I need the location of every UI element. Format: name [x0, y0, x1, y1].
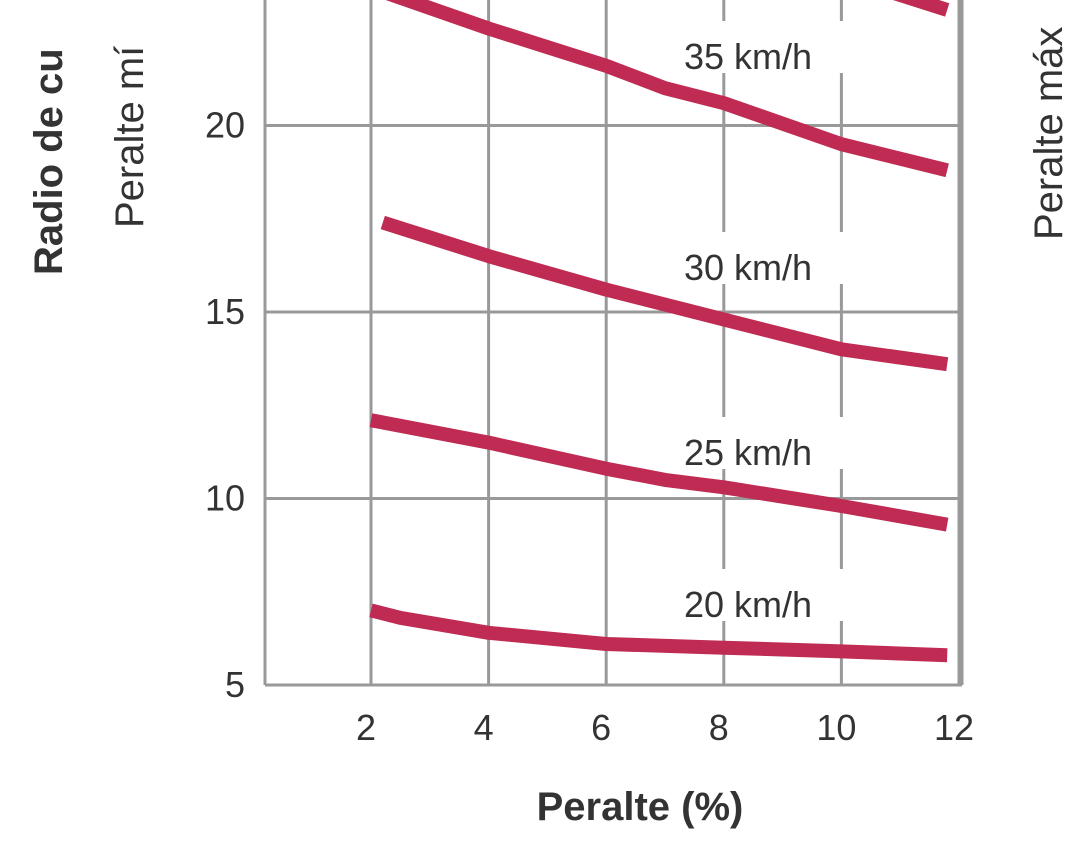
series-line-25-km-h [369, 413, 949, 532]
x-tick-label: 6 [591, 707, 611, 748]
axes [263, 0, 964, 687]
grid [265, 0, 962, 685]
series-label-bg [670, 21, 856, 73]
x-axis-title: Peralte (%) [537, 785, 744, 829]
series-label: 25 km/h [684, 432, 812, 473]
axis-titles: Radio de cu Peralte mí Peralte máx Peral… [27, 27, 1071, 829]
x-tick-label: 2 [356, 707, 376, 748]
x-tick-label: 10 [816, 707, 856, 748]
series-label: 30 km/h [684, 247, 812, 288]
y-tick-label: 10 [205, 478, 245, 519]
x-tick-label: 12 [934, 707, 974, 748]
series-line-30-km-h [380, 215, 949, 372]
series-line-upper [892, 0, 950, 17]
series-labels: 20 km/h 25 km/h 30 km/h 35 km/h [670, 21, 856, 625]
y-tick-label: 15 [205, 291, 245, 332]
y-axis-subtitle: Peralte mí [108, 46, 152, 228]
y-tick-label: 20 [205, 105, 245, 146]
x-tick-label: 4 [474, 707, 494, 748]
series-line-20-km-h [369, 603, 948, 663]
series-label: 20 km/h [684, 584, 812, 625]
x-tick-label: 8 [709, 707, 729, 748]
series-label-bg [670, 232, 856, 284]
series-label-bg [670, 417, 856, 469]
series-line-35-km-h [385, 0, 949, 178]
y-tick-label: 5 [225, 664, 245, 705]
series-lines [369, 0, 950, 663]
series-label-bg [670, 569, 856, 621]
series-label: 35 km/h [684, 36, 812, 77]
y-axis-title: Radio de cu [27, 48, 71, 275]
y-axis-right-title: Peralte máx [1027, 27, 1071, 240]
tick-labels: 2 4 6 8 10 12 5 10 15 20 [205, 105, 974, 749]
